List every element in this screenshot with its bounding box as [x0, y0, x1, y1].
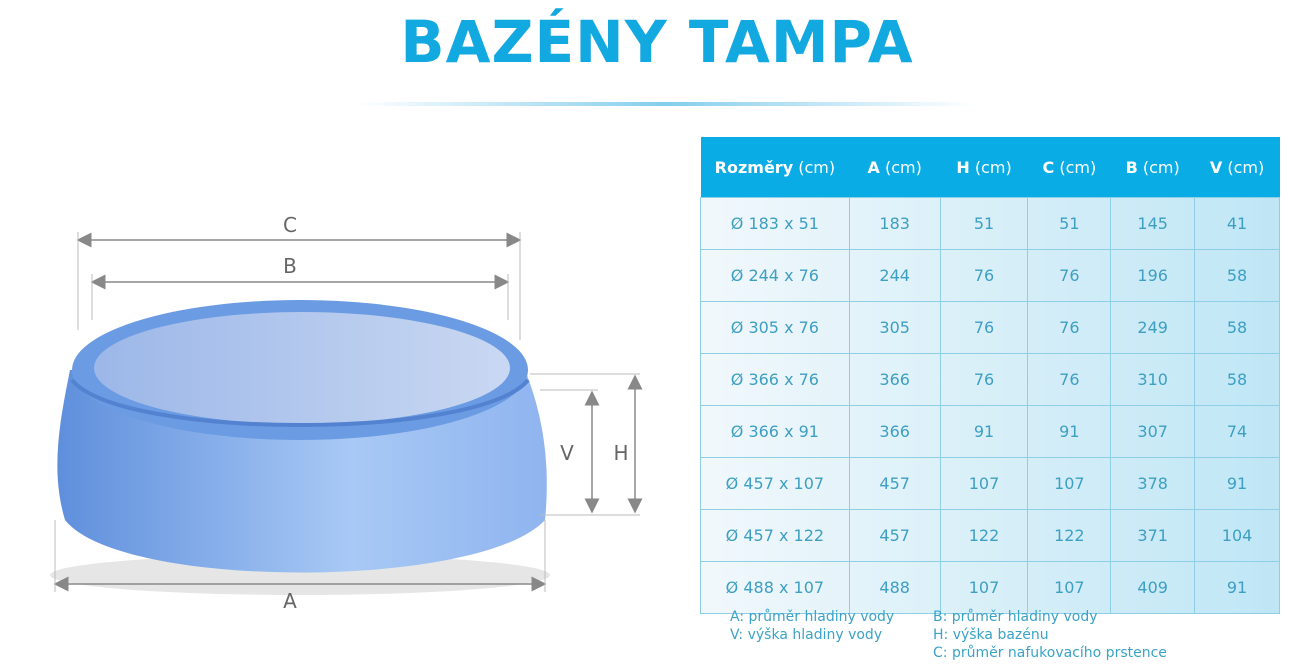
label-v: V — [560, 441, 574, 465]
header-name: V — [1209, 157, 1223, 177]
table-cell: 76 — [1027, 249, 1112, 302]
table-row: Ø 457 x 107 457 107 107 378 91 — [700, 457, 1280, 510]
table-cell: Ø 488 x 107 — [700, 561, 850, 614]
table-cell: 91 — [939, 405, 1029, 458]
legend-h: H: výška bazénu — [933, 627, 1049, 643]
table-cell: 305 — [848, 301, 941, 354]
header-name: Rozměry — [714, 157, 794, 177]
pool-water — [94, 312, 510, 424]
column-header: Rozměry (cm) — [700, 137, 850, 198]
table-row: Ø 457 x 122 457 122 122 371 104 — [700, 509, 1280, 562]
table-row: Ø 244 x 76 244 76 76 196 58 — [700, 249, 1280, 302]
table-cell: 122 — [939, 509, 1029, 562]
table-cell: Ø 305 x 76 — [700, 301, 850, 354]
table-cell: 409 — [1110, 561, 1196, 614]
column-header: H (cm) — [940, 137, 1028, 198]
table-cell: 457 — [848, 509, 941, 562]
table-cell: Ø 244 x 76 — [700, 249, 850, 302]
table-cell: 107 — [939, 561, 1029, 614]
table-cell: Ø 366 x 91 — [700, 405, 850, 458]
table-cell: 249 — [1110, 301, 1196, 354]
table-cell: 91 — [1194, 457, 1280, 510]
table-cell: 366 — [848, 405, 941, 458]
header-unit: (cm) — [1059, 157, 1097, 177]
legend-c: C: průměr nafukovacího prstence — [933, 645, 1167, 661]
table-cell: 91 — [1194, 561, 1280, 614]
table-cell: Ø 366 x 76 — [700, 353, 850, 406]
pool-diagram: C B A V H — [50, 213, 643, 613]
table-cell: 51 — [939, 197, 1029, 250]
table-cell: 378 — [1110, 457, 1196, 510]
label-c: C — [283, 213, 297, 237]
header-name: C — [1042, 157, 1055, 177]
header-unit: (cm) — [884, 157, 922, 177]
table-cell: 107 — [1027, 457, 1112, 510]
header-unit: (cm) — [1142, 157, 1180, 177]
table-cell: 76 — [1027, 353, 1112, 406]
table-cell: 58 — [1194, 249, 1280, 302]
table-cell: 51 — [1027, 197, 1112, 250]
legend-v: V: výška hladiny vody — [730, 627, 883, 643]
legend-left: A: průměr hladiny vody V: výška hladiny … — [730, 608, 894, 644]
legend-a: A: průměr hladiny vody — [730, 609, 895, 625]
header-unit: (cm) — [1227, 157, 1265, 177]
table-row: Ø 366 x 76 366 76 76 310 58 — [700, 353, 1280, 406]
table-cell: 107 — [939, 457, 1029, 510]
table-cell: 366 — [848, 353, 941, 406]
header-unit: (cm) — [974, 157, 1012, 177]
column-header: C (cm) — [1027, 137, 1111, 198]
table-cell: 145 — [1110, 197, 1196, 250]
table-row: Ø 488 x 107 488 107 107 409 91 — [700, 561, 1280, 614]
table-cell: 104 — [1194, 509, 1280, 562]
table-cell: Ø 457 x 107 — [700, 457, 850, 510]
table-cell: Ø 457 x 122 — [700, 509, 850, 562]
table-cell: 58 — [1194, 353, 1280, 406]
legend-b: B: průměr hladiny vody — [933, 609, 1098, 625]
column-header: B (cm) — [1110, 137, 1195, 198]
label-b: B — [283, 254, 297, 278]
header-unit: (cm) — [798, 157, 836, 177]
header-name: H — [956, 157, 970, 177]
page-title: BAZÉNY TAMPA — [400, 8, 914, 76]
table-cell: 244 — [848, 249, 941, 302]
label-a: A — [283, 589, 297, 613]
table-cell: Ø 183 x 51 — [700, 197, 850, 250]
header-name: B — [1125, 157, 1138, 177]
column-header: A (cm) — [849, 137, 941, 198]
table-row: Ø 366 x 91 366 91 91 307 74 — [700, 405, 1280, 458]
table-cell: 457 — [848, 457, 941, 510]
table-cell: 76 — [939, 249, 1029, 302]
table-row: Ø 305 x 76 305 76 76 249 58 — [700, 301, 1280, 354]
legend-right: B: průměr hladiny vody H: výška bazénu C… — [933, 608, 1167, 662]
table-cell: 196 — [1110, 249, 1196, 302]
table-cell: 310 — [1110, 353, 1196, 406]
title-divider — [355, 102, 975, 106]
table-cell: 488 — [848, 561, 941, 614]
table-row: Ø 183 x 51 183 51 51 145 41 — [700, 197, 1280, 250]
table-cell: 91 — [1027, 405, 1112, 458]
table-cell: 183 — [848, 197, 941, 250]
table-cell: 76 — [939, 353, 1029, 406]
label-h: H — [613, 441, 628, 465]
table-cell: 41 — [1194, 197, 1280, 250]
column-header: V (cm) — [1194, 137, 1280, 198]
table-cell: 74 — [1194, 405, 1280, 458]
table-cell: 107 — [1027, 561, 1112, 614]
pool-size-table: Rozměry (cm) A (cm) H (cm) C (cm) B (cm) V (c… — [700, 137, 1280, 614]
table-cell: 58 — [1194, 301, 1280, 354]
table-cell: 371 — [1110, 509, 1196, 562]
table-cell: 307 — [1110, 405, 1196, 458]
table-cell: 76 — [1027, 301, 1112, 354]
table-cell: 76 — [939, 301, 1029, 354]
table-cell: 122 — [1027, 509, 1112, 562]
header-name: A — [867, 157, 880, 177]
